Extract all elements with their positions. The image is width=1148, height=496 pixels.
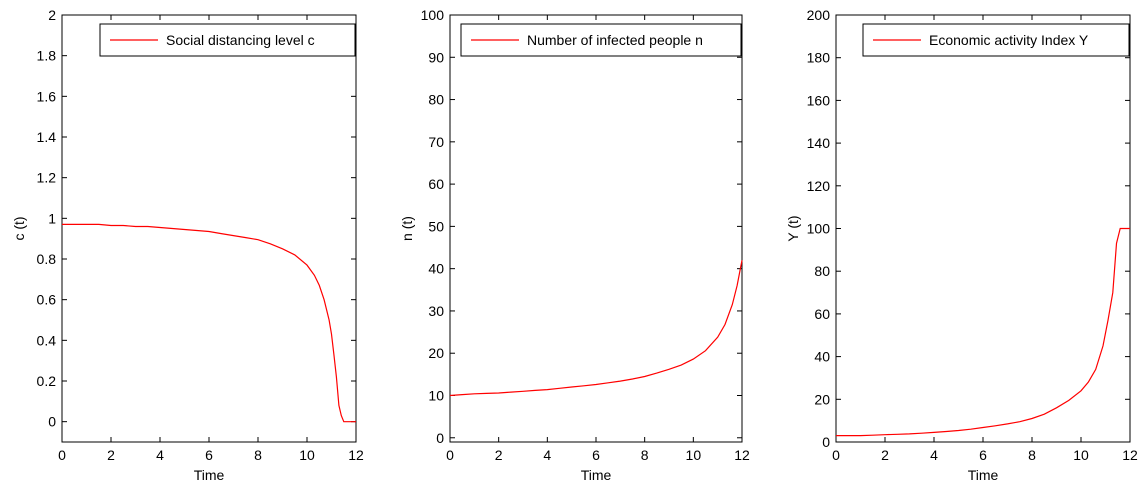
x-tick-label: 2 bbox=[495, 447, 503, 463]
y-tick-label: 20 bbox=[428, 345, 444, 361]
x-tick-label: 2 bbox=[881, 447, 889, 463]
y-tick-label: 30 bbox=[428, 303, 444, 319]
x-tick-label: 6 bbox=[979, 447, 987, 463]
x-tick-label: 10 bbox=[1073, 447, 1089, 463]
y-tick-label: 0 bbox=[822, 434, 830, 450]
y-tick-label: 0.2 bbox=[37, 373, 57, 389]
y-tick-label: 2 bbox=[48, 7, 56, 23]
y-tick-label: 20 bbox=[814, 391, 830, 407]
y-tick-label: 120 bbox=[807, 178, 831, 194]
chart-panel-3: 0 2 4 6 8 10 12020406080100120140160180200Time… bbox=[785, 7, 1138, 483]
y-tick-label: 0.6 bbox=[37, 292, 57, 308]
y-tick-label: 140 bbox=[807, 135, 831, 151]
x-tick-label: 10 bbox=[686, 447, 702, 463]
y-axis-title: c (t) bbox=[11, 216, 27, 240]
legend-label: Economic activity Index Y bbox=[929, 32, 1089, 48]
x-tick-label: 4 bbox=[930, 447, 938, 463]
legend: Social distancing level c bbox=[99, 23, 356, 57]
series-line-1 bbox=[836, 227, 1130, 437]
y-tick-label: 100 bbox=[807, 221, 831, 237]
y-tick-label: 40 bbox=[814, 349, 830, 365]
x-tick-label: 8 bbox=[1028, 447, 1036, 463]
x-tick-label: 12 bbox=[734, 447, 750, 463]
plot-frame bbox=[835, 14, 1131, 443]
y-tick-label: 200 bbox=[807, 7, 831, 23]
plot-frame bbox=[61, 14, 357, 443]
chart-panel-2: 0 2 4 6 8 10 12 0 10 20 30 40 50 60 70 80 90 100 Time n (t)… bbox=[399, 7, 750, 483]
x-axis-title: Time bbox=[968, 467, 999, 483]
x-tick-label: 6 bbox=[592, 447, 600, 463]
legend-label: Social distancing level c bbox=[166, 32, 315, 48]
y-tick-label: 0.4 bbox=[37, 332, 57, 348]
x-tick-label: 10 bbox=[299, 447, 315, 463]
y-axis-title: Y (t) bbox=[785, 215, 801, 241]
y-axis-title: n (t) bbox=[399, 216, 415, 241]
x-tick-label: 12 bbox=[348, 447, 364, 463]
plot-frame bbox=[449, 14, 743, 443]
y-tick-label: 80 bbox=[428, 92, 444, 108]
y-tick-label: 160 bbox=[807, 92, 831, 108]
y-tick-label: 100 bbox=[421, 7, 445, 23]
x-tick-label: 0 bbox=[58, 447, 66, 463]
x-tick-label: 8 bbox=[641, 447, 649, 463]
y-tick-label: 70 bbox=[428, 134, 444, 150]
x-axis-title: Time bbox=[581, 467, 612, 483]
y-tick-label: 80 bbox=[814, 263, 830, 279]
legend-label: Number of infected people n bbox=[527, 32, 703, 48]
y-tick-label: 50 bbox=[428, 218, 444, 234]
x-tick-label: 12 bbox=[1122, 447, 1138, 463]
y-tick-label: 1 bbox=[48, 210, 56, 226]
y-tick-label: 180 bbox=[807, 50, 831, 66]
y-tick-label: 1.8 bbox=[37, 48, 57, 64]
x-tick-label: 4 bbox=[156, 447, 164, 463]
y-tick-label: 60 bbox=[814, 306, 830, 322]
legend: Number of infected people n bbox=[460, 23, 742, 57]
x-tick-label: 8 bbox=[254, 447, 262, 463]
x-tick-label: 6 bbox=[205, 447, 213, 463]
y-tick-label: 90 bbox=[428, 49, 444, 65]
y-tick-label: 1.6 bbox=[37, 88, 57, 104]
x-tick-label: 0 bbox=[832, 447, 840, 463]
y-tick-label: 1.4 bbox=[37, 129, 57, 145]
y-tick-label: 0 bbox=[48, 414, 56, 430]
x-tick-label: 0 bbox=[446, 447, 454, 463]
x-tick-label: 2 bbox=[107, 447, 115, 463]
x-tick-label: 4 bbox=[543, 447, 551, 463]
y-tick-label: 10 bbox=[428, 387, 444, 403]
y-tick-label: 60 bbox=[428, 176, 444, 192]
y-tick-label: 40 bbox=[428, 261, 444, 277]
series-line-1 bbox=[449, 260, 743, 397]
y-tick-label: 0.8 bbox=[37, 251, 57, 267]
series-line-1 bbox=[62, 223, 356, 423]
y-tick-label: 1.2 bbox=[37, 170, 57, 186]
x-axis-title: Time bbox=[194, 467, 225, 483]
chart-panel-1: 0 2 4 6 8 10 12 0 0.2 0.4 0.6 0.8 1 1.2 1.4 1.6 1.8 2 Time… bbox=[11, 7, 364, 483]
legend: Economic activity Index Y bbox=[862, 23, 1130, 57]
y-tick-label: 0 bbox=[436, 430, 444, 446]
